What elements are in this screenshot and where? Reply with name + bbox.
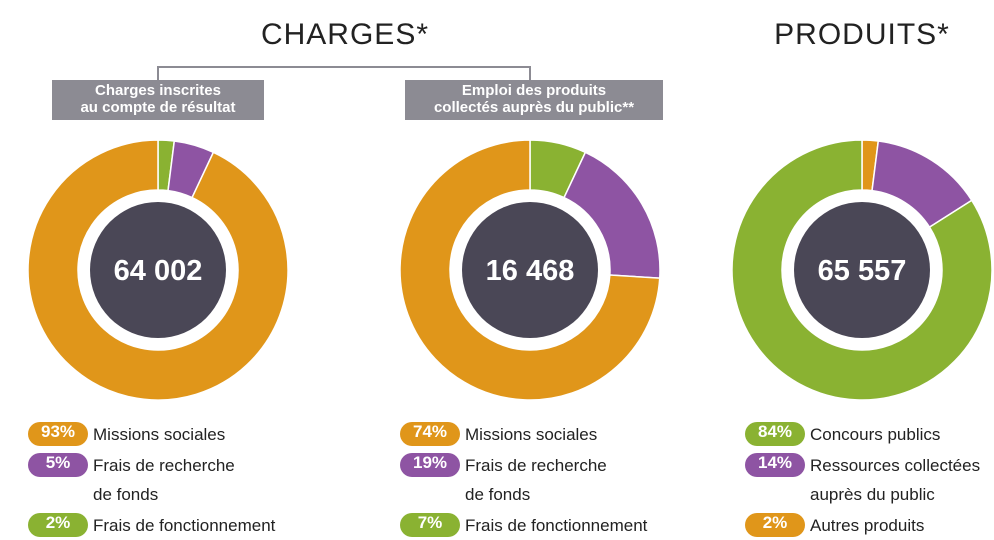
legend-badge bbox=[400, 422, 460, 446]
center-disc bbox=[794, 202, 930, 338]
legend-label: Frais de recherche de fonds bbox=[465, 456, 607, 504]
legend-badge bbox=[28, 513, 88, 537]
donut-slice bbox=[27, 139, 289, 401]
donut-slice bbox=[731, 139, 993, 401]
legend-label: Missions sociales bbox=[465, 425, 597, 444]
value-label: 19% bbox=[413, 453, 447, 472]
value-label: 5% bbox=[46, 453, 71, 472]
title-box bbox=[52, 80, 264, 120]
legend-badge bbox=[28, 422, 88, 446]
chart-title: Charges inscrites au compte de résultat bbox=[80, 82, 235, 116]
center-total: 64 002 bbox=[114, 255, 203, 287]
center-total: 65 557 bbox=[818, 255, 907, 287]
legend-label: Autres produits bbox=[810, 516, 924, 535]
legend-label: Missions sociales bbox=[93, 425, 225, 444]
value-label: 7% bbox=[418, 513, 443, 532]
value-label: 14% bbox=[758, 453, 792, 472]
legend-label: Frais de fonctionnement bbox=[465, 516, 648, 535]
value-label: 2% bbox=[46, 513, 71, 532]
legend-label: Ressources collectées auprès du public bbox=[810, 456, 980, 504]
legend-label: Concours publics bbox=[810, 425, 940, 444]
title-box bbox=[405, 80, 663, 120]
heading: CHARGES* bbox=[261, 18, 429, 51]
value-label: 2% bbox=[763, 513, 788, 532]
donut-slice bbox=[399, 139, 661, 401]
legend-badge bbox=[745, 422, 805, 446]
bracket bbox=[157, 66, 531, 80]
legend-badge bbox=[28, 453, 88, 477]
legend-label: Frais de recherche de fonds bbox=[93, 456, 235, 504]
center-disc bbox=[90, 202, 226, 338]
legend-badge bbox=[400, 453, 460, 477]
value-label: 84% bbox=[758, 422, 792, 441]
legend-label: Frais de fonctionnement bbox=[93, 516, 276, 535]
heading: PRODUITS* bbox=[774, 18, 950, 51]
value-label: 93% bbox=[41, 422, 75, 441]
chart-title: Emploi des produits collectés auprès du p… bbox=[434, 82, 634, 116]
legend-badge bbox=[745, 453, 805, 477]
center-disc bbox=[462, 202, 598, 338]
value-label: 74% bbox=[413, 422, 447, 441]
legend-badge bbox=[745, 513, 805, 537]
center-total: 16 468 bbox=[486, 255, 575, 287]
legend-badge bbox=[400, 513, 460, 537]
